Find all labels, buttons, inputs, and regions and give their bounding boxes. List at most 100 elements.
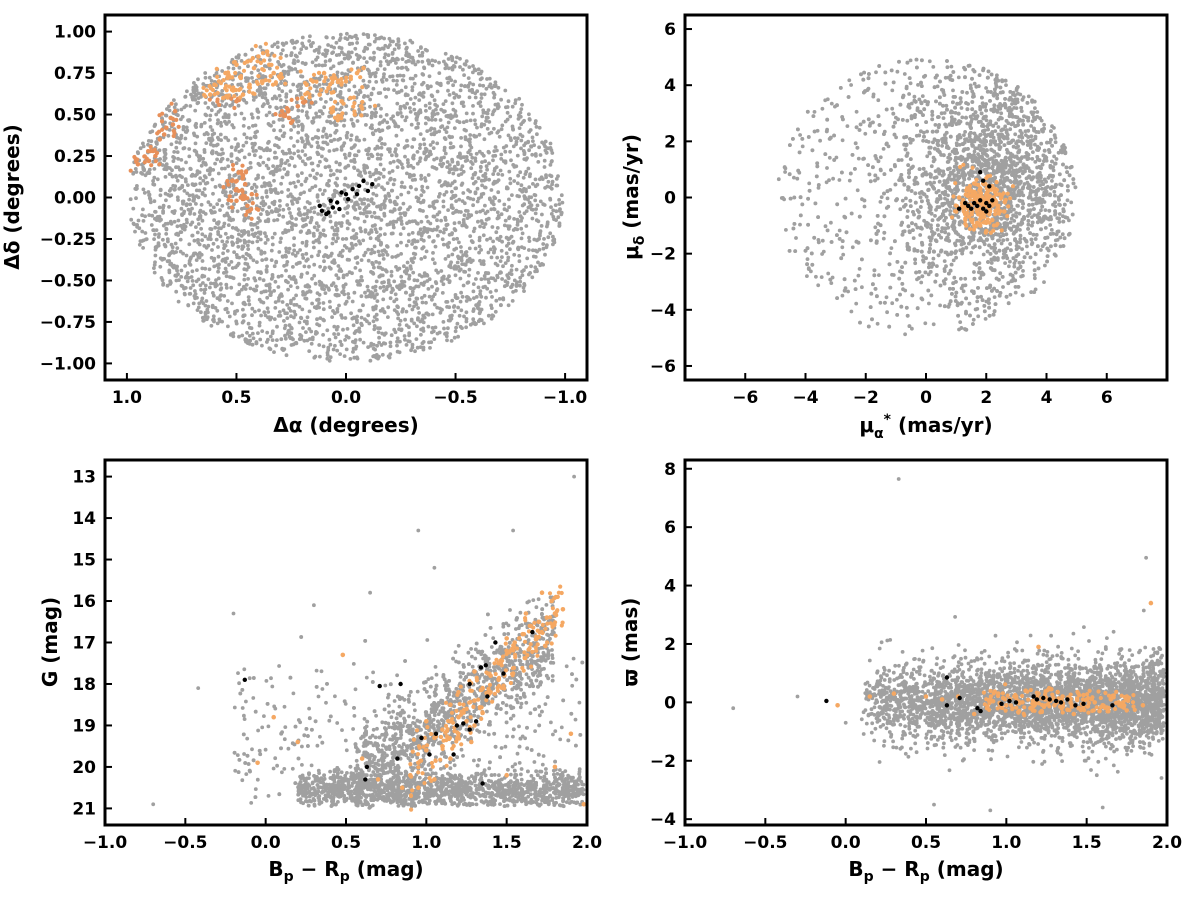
field-star-point: [239, 148, 244, 153]
field-star-point: [432, 261, 437, 266]
field-star-point: [378, 114, 383, 119]
field-star-point: [218, 294, 223, 298]
field-star-point: [474, 277, 478, 281]
field-star-point: [424, 300, 428, 305]
field-star-point: [185, 89, 189, 94]
field-star-point: [485, 271, 490, 276]
field-star-point: [376, 330, 381, 335]
field-star-point: [469, 239, 474, 243]
field-star-point: [342, 182, 347, 187]
field-star-point: [396, 143, 400, 147]
field-star-point: [459, 245, 463, 249]
field-star-point: [356, 168, 360, 173]
field-star-point: [407, 297, 412, 302]
field-star-point: [223, 266, 228, 271]
field-star-point: [246, 230, 251, 234]
field-star-point: [265, 237, 270, 242]
field-star-point: [342, 152, 347, 157]
field-star-point: [161, 281, 166, 286]
field-star-point: [183, 264, 188, 268]
field-star-point: [315, 171, 319, 176]
field-star-point: [501, 264, 505, 269]
field-star-point: [355, 356, 360, 361]
field-star-point: [406, 239, 411, 244]
field-star-point: [390, 56, 395, 61]
field-star-point: [348, 357, 353, 361]
field-star-point: [435, 141, 440, 146]
field-star-point: [466, 195, 470, 200]
field-star-point: [292, 236, 296, 241]
field-star-point: [216, 135, 220, 140]
field-star-point: [369, 197, 374, 202]
field-star-point: [422, 65, 426, 70]
member-orange-point: [253, 43, 258, 49]
field-star-point: [287, 163, 292, 167]
field-star-point: [237, 255, 242, 260]
field-star-point: [459, 210, 463, 214]
field-star-point: [398, 206, 403, 211]
field-star-point: [300, 109, 305, 113]
field-star-point: [383, 52, 388, 57]
field-star-point: [336, 264, 341, 268]
field-star-point: [519, 219, 523, 223]
field-star-point: [284, 254, 288, 259]
field-star-point: [366, 313, 371, 318]
field-star-point: [209, 255, 214, 260]
field-star-point: [249, 222, 254, 227]
field-star-point: [463, 135, 468, 140]
field-star-point: [205, 307, 210, 312]
field-star-point: [514, 267, 519, 272]
field-star-point: [406, 190, 411, 195]
field-star-point: [471, 282, 476, 286]
field-star-point: [301, 256, 306, 260]
field-star-point: [250, 186, 254, 191]
field-star-point: [315, 298, 319, 302]
field-star-point: [354, 90, 358, 95]
field-star-point: [314, 111, 318, 116]
field-star-point: [483, 211, 488, 216]
field-star-point: [333, 293, 338, 297]
field-star-point: [216, 118, 220, 122]
member-orange-point: [225, 178, 230, 184]
field-star-point: [256, 270, 260, 274]
field-star-point: [215, 121, 220, 126]
field-star-point: [286, 329, 291, 333]
field-star-point: [508, 114, 513, 119]
field-star-point: [295, 173, 300, 178]
field-star-point: [192, 238, 197, 243]
field-star-point: [425, 185, 430, 190]
field-star-point: [165, 283, 170, 288]
field-star-point: [267, 346, 272, 351]
field-star-point: [373, 223, 377, 228]
field-star-point: [277, 117, 282, 122]
field-star-point: [382, 87, 387, 91]
field-star-point: [458, 299, 463, 304]
field-star-point: [531, 139, 535, 144]
field-star-point: [407, 339, 412, 344]
field-star-point: [291, 82, 296, 87]
field-star-point: [464, 317, 469, 321]
field-star-point: [221, 190, 226, 194]
field-star-point: [167, 188, 172, 193]
sky-ylabel: Δδ (degrees): [0, 124, 24, 270]
field-star-point: [289, 66, 294, 71]
field-star-point: [334, 223, 338, 228]
member-orange-point: [249, 191, 255, 197]
field-star-point: [495, 255, 500, 260]
field-star-point: [350, 182, 355, 187]
field-star-point: [191, 88, 196, 92]
field-star-point: [413, 73, 418, 78]
field-star-point: [499, 152, 504, 157]
field-star-point: [217, 226, 221, 231]
field-star-point: [520, 134, 525, 139]
field-star-point: [483, 159, 487, 164]
field-star-point: [288, 181, 293, 186]
field-star-point: [382, 118, 387, 123]
field-star-point: [284, 246, 288, 251]
field-star-point: [445, 305, 449, 309]
member-orange-point: [256, 54, 261, 59]
field-star-point: [374, 230, 379, 235]
field-star-point: [380, 249, 385, 253]
field-star-point: [370, 131, 375, 136]
field-star-point: [449, 167, 454, 172]
